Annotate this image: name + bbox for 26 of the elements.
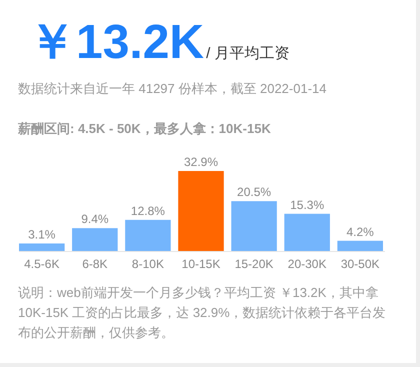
text: 数据统计来自近一年 41297 份样本，截至 2022-01-14 [18, 80, 326, 98]
bar [284, 214, 330, 251]
x-tick-label: 10-15K [182, 257, 220, 271]
x-tick-label: 15-20K [234, 257, 274, 271]
bar [72, 228, 118, 251]
data-label: 3.1% [28, 227, 56, 242]
data-label: 9.4% [81, 212, 109, 226]
x-tick-label: 4.5-6K [24, 257, 60, 271]
bar [19, 243, 65, 251]
x-tick-label: 6-8K [82, 257, 108, 271]
chart-subtitle: / 月平均工资 [206, 45, 290, 62]
chart-title: ￥13.2K [28, 16, 204, 69]
data-label: 32.9% [184, 155, 218, 169]
data-label: 20.5% [237, 185, 272, 200]
x-tick-label: 30-50K [340, 257, 380, 271]
x-tick-label: 8-10K [132, 257, 164, 271]
text: 说明：web前端开发一个月多少钱？平均工资 ￥13.2K，其中拿 10K-15K 工资的占比最多，达 32.9%，数据统计依赖于各平台发布的公开薪酬，仅供参考。 [18, 284, 387, 342]
data-label: 4.2% [346, 224, 374, 239]
text: 薪酬区间: 4.5K - 50K，最多人拿：10K-15K [18, 120, 271, 138]
x-tick-label: 20-30K [288, 257, 326, 271]
bar [125, 220, 171, 251]
data-label: 15.3% [290, 198, 324, 212]
bar [231, 201, 277, 251]
data-label: 12.8% [130, 204, 166, 218]
bar [337, 240, 383, 251]
bar [178, 171, 224, 251]
